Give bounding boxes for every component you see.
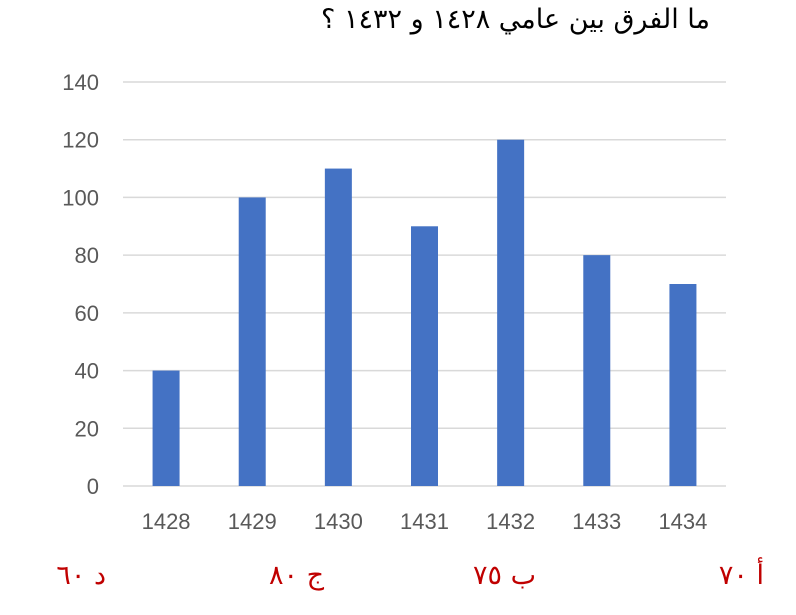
- x-tick-label: 1429: [228, 509, 277, 534]
- bar-1432: [497, 139, 525, 486]
- bars: [152, 139, 697, 487]
- x-tick-label: 1434: [658, 509, 707, 534]
- bar-1433: [583, 255, 611, 486]
- y-tick-label: 100: [62, 185, 99, 210]
- x-axis-tick-labels: 1428 1429 1430 1431 1432 1433 1434: [142, 509, 708, 534]
- bar-1434: [669, 284, 697, 486]
- x-tick-label: 1431: [400, 509, 449, 534]
- option-c[interactable]: ج ٨٠: [268, 560, 324, 591]
- answer-options: أ ٧٠ ب ٧٥ ج ٨٠ د ٦٠: [0, 560, 796, 605]
- x-tick-label: 1433: [572, 509, 621, 534]
- bar-1428: [152, 370, 180, 486]
- y-tick-label: 80: [75, 243, 99, 268]
- y-tick-label: 0: [87, 474, 99, 499]
- option-d[interactable]: د ٦٠: [56, 560, 106, 591]
- y-axis-tick-labels: 0 20 40 60 80 100 120 140: [62, 70, 99, 499]
- bar-1431: [411, 226, 438, 487]
- y-tick-label: 140: [62, 70, 99, 95]
- question-text: ما الفرق بين عامي ١٤٢٨ و ١٤٣٢ ؟: [321, 4, 710, 35]
- x-tick-label: 1428: [142, 509, 191, 534]
- option-a[interactable]: أ ٧٠: [718, 560, 764, 591]
- x-tick-label: 1430: [314, 509, 363, 534]
- y-tick-label: 120: [62, 128, 99, 153]
- option-b[interactable]: ب ٧٥: [472, 560, 536, 591]
- y-tick-label: 60: [75, 301, 99, 326]
- y-tick-label: 20: [75, 416, 99, 441]
- bar-1430: [324, 168, 352, 487]
- x-tick-label: 1432: [486, 509, 535, 534]
- y-tick-label: 40: [75, 359, 99, 384]
- bar-1429: [238, 197, 266, 486]
